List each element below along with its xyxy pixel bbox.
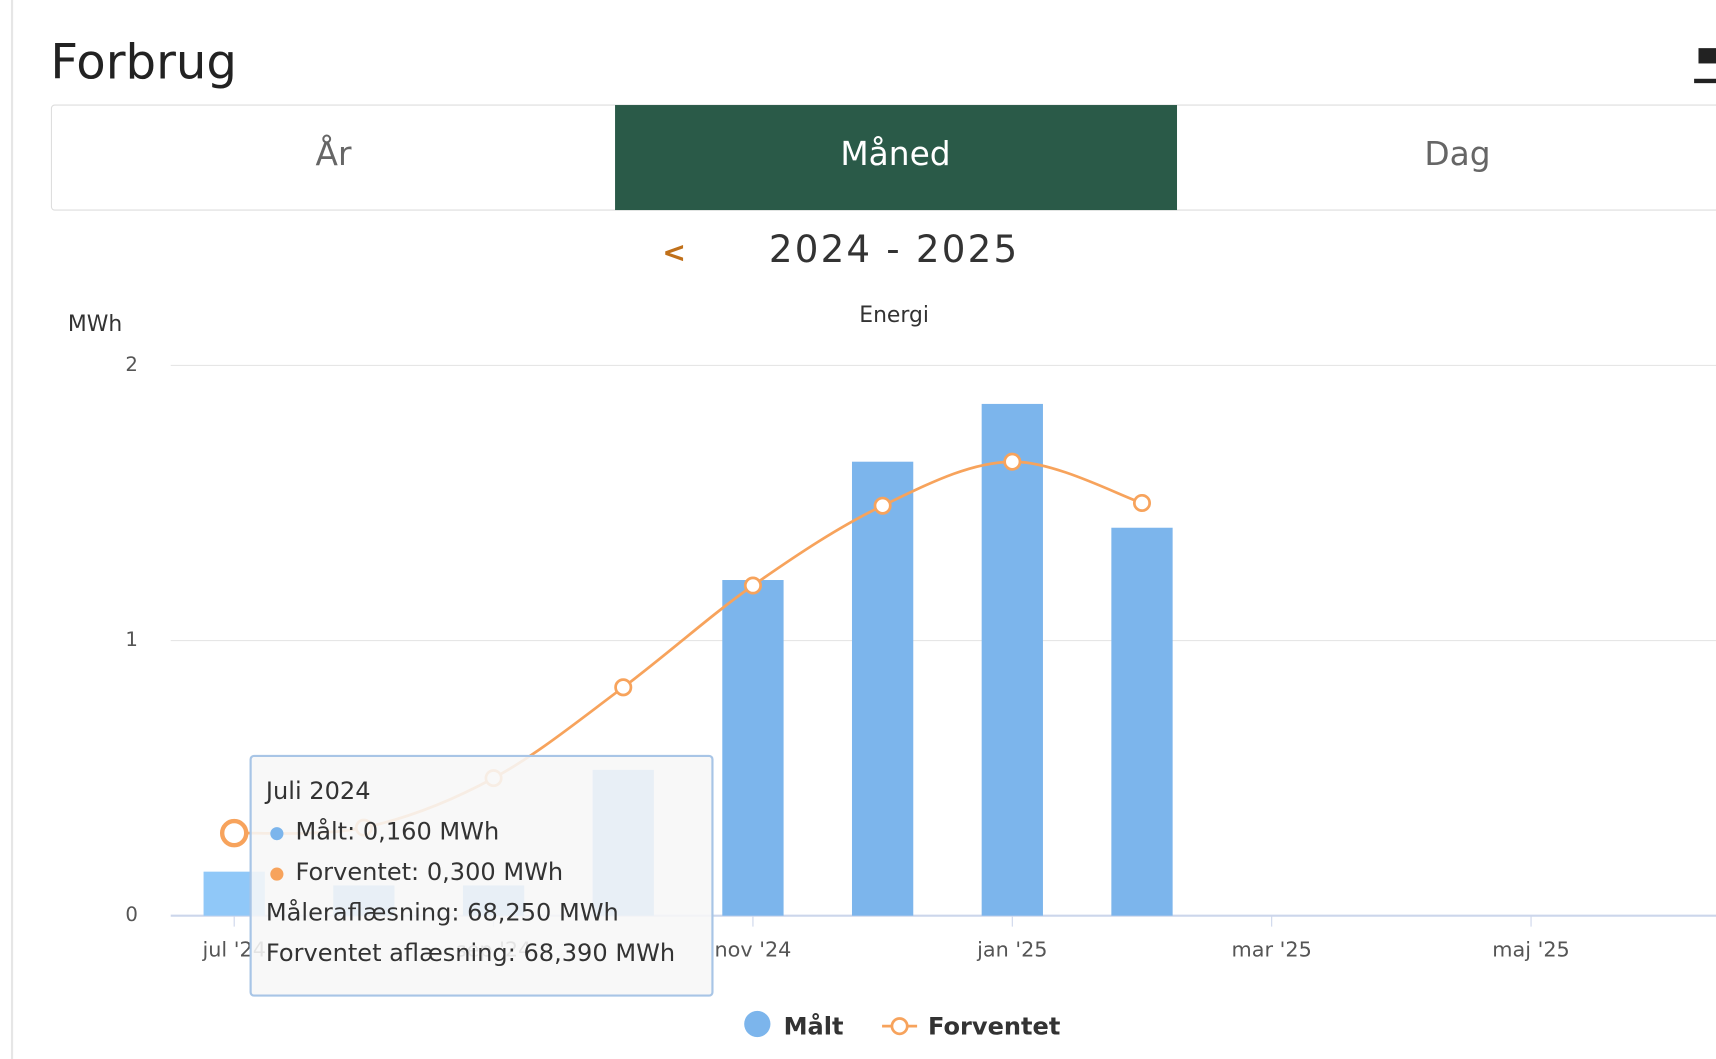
x-tick-label: nov '24 (714, 938, 791, 962)
bar (851, 461, 914, 916)
tooltip-box (249, 754, 714, 997)
tooltip-line: Målt: 0,160 MWh (295, 817, 499, 846)
download-arrow[interactable] (1698, 48, 1716, 64)
legend-label[interactable]: Målt (784, 1011, 844, 1040)
bar (1111, 527, 1173, 916)
tab[interactable]: Dag (1424, 135, 1490, 173)
tab-active-bg[interactable] (615, 105, 1178, 211)
legend-symbol (890, 1017, 909, 1036)
page-title: Forbrug (50, 35, 237, 91)
bar (722, 580, 784, 916)
tooltip-dot (270, 867, 284, 881)
download-base[interactable] (1694, 78, 1716, 84)
tooltip-dot (270, 827, 284, 841)
chart-title: Energi (859, 303, 929, 328)
tooltip-line: Måleraflæsning: 68,250 MWh (266, 897, 619, 926)
point (219, 818, 249, 848)
point (873, 496, 892, 515)
x-tick-label: jan '25 (976, 938, 1047, 962)
x-tick-label: maj '25 (1492, 938, 1569, 962)
y-axis-label: MWh (68, 312, 122, 337)
period-label: 2024 - 2025 (769, 227, 1019, 271)
legend-symbol (744, 1010, 771, 1038)
tooltip-line: Forventet aflæsning: 68,390 MWh (266, 939, 675, 967)
download-icon[interactable] (1694, 48, 1716, 84)
y-tick-label: 0 (125, 903, 138, 926)
point (743, 576, 762, 595)
point (1003, 452, 1022, 471)
legend-label[interactable]: Forventet (928, 1012, 1060, 1040)
left-border (10, 0, 14, 1059)
bar (981, 403, 1043, 916)
point (1132, 493, 1152, 512)
prev-button[interactable]: < (662, 236, 686, 269)
x-tick-label: mar '25 (1232, 938, 1312, 962)
tooltip: Juli 2024 Målt: 0,160 MWh Forventet: 0,300… (249, 754, 714, 997)
tab[interactable]: År (316, 133, 352, 173)
tooltip-line: Forventet: 0,300 MWh (295, 858, 563, 886)
tooltip-title: Juli 2024 (264, 777, 371, 805)
y-tick-label: 2 (125, 353, 138, 376)
y-tick-label: 1 (125, 628, 138, 651)
tab[interactable]: Måned (840, 134, 950, 173)
point (614, 678, 633, 697)
